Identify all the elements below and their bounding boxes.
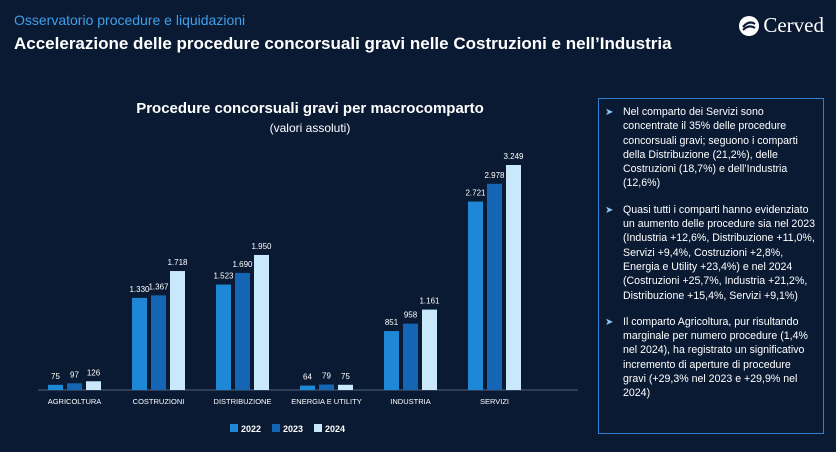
- page-title: Accelerazione delle procedure concorsual…: [14, 34, 672, 53]
- data-label: 958: [404, 311, 418, 320]
- bar-2022: [132, 297, 147, 390]
- bar-2022: [216, 284, 231, 390]
- chart-subtitle: (valori assoluti): [269, 121, 351, 135]
- bar-2022: [468, 201, 483, 390]
- bar-2024: [254, 254, 269, 390]
- data-label: 126: [87, 368, 101, 377]
- arrow-bullet-icon: ➤: [605, 316, 614, 328]
- bar-2024: [506, 165, 521, 390]
- bar-2023: [487, 183, 502, 390]
- data-label: 2.978: [484, 171, 505, 180]
- category-label: INDUSTRIA: [390, 397, 430, 406]
- bar-2023: [67, 383, 82, 390]
- bar-2024: [170, 271, 185, 390]
- note-item: ➤ Il comparto Agricoltura, pur risultand…: [605, 315, 815, 401]
- bar-2024: [338, 384, 353, 390]
- note-item: ➤ Nel comparto dei Servizi sono concentr…: [605, 105, 815, 191]
- category-label: DISTRIBUZIONE: [214, 397, 272, 406]
- bar-2022: [384, 331, 399, 390]
- data-label: 1.718: [167, 258, 188, 267]
- category-label: SERVIZI: [480, 397, 509, 406]
- bar-2024: [86, 381, 101, 390]
- data-label: 2.721: [465, 189, 486, 198]
- bar-2023: [403, 323, 418, 390]
- data-label: 75: [341, 372, 350, 381]
- data-label: 1.523: [213, 272, 234, 281]
- data-label: 79: [322, 372, 331, 381]
- legend-swatch: [272, 424, 280, 432]
- legend-swatch: [314, 424, 322, 432]
- notes-panel: ➤ Nel comparto dei Servizi sono concentr…: [598, 98, 824, 434]
- chart-legend: 2022 2023 2024: [230, 424, 345, 434]
- legend-label: 2022: [241, 424, 261, 434]
- data-label: 1.330: [129, 285, 150, 294]
- data-label: 851: [385, 318, 399, 327]
- data-label: 75: [51, 372, 60, 381]
- data-label: 1.950: [251, 242, 272, 251]
- note-text: Il comparto Agricoltura, pur risultando …: [623, 315, 808, 400]
- note-text: Nel comparto dei Servizi sono concentrat…: [623, 106, 798, 190]
- data-label: 1.367: [148, 282, 169, 291]
- bar-2022: [48, 384, 63, 390]
- data-label: 97: [70, 370, 79, 379]
- legend-label: 2024: [325, 424, 345, 434]
- data-label: 1.161: [419, 297, 440, 306]
- note-item: ➤ Quasi tutti i comparti hanno evidenzia…: [605, 203, 815, 303]
- arrow-bullet-icon: ➤: [605, 107, 614, 118]
- category-label: ENERGIA E UTILITY: [291, 397, 361, 406]
- category-label: AGRICOLTURA: [48, 397, 102, 406]
- category-labels-group: AGRICOLTURA COSTRUZIONI DISTRIBUZIONE ENERG…: [48, 397, 509, 406]
- legend-label: 2023: [283, 424, 303, 434]
- category-label: COSTRUZIONI: [133, 397, 185, 406]
- bar-2024: [422, 309, 437, 390]
- section-title: Osservatorio procedure e liquidazioni: [14, 12, 246, 28]
- brand-name: Cerved: [763, 13, 824, 37]
- bars-group: [48, 165, 521, 390]
- brand-logo: Cerved: [738, 13, 824, 38]
- cerved-logo-icon: [739, 15, 760, 36]
- chart-title: Procedure concorsuali gravi per macrocom…: [136, 100, 484, 117]
- legend-swatch: [230, 424, 238, 432]
- data-label: 64: [303, 373, 312, 382]
- data-label: 1.690: [232, 260, 253, 269]
- note-text: Quasi tutti i comparti hanno evidenziato…: [623, 203, 816, 302]
- data-label: 3.249: [503, 152, 524, 161]
- arrow-bullet-icon: ➤: [605, 204, 614, 216]
- bar-2023: [319, 384, 334, 390]
- bar-2022: [300, 385, 315, 390]
- bar-2023: [235, 272, 250, 390]
- bar-2023: [151, 295, 166, 390]
